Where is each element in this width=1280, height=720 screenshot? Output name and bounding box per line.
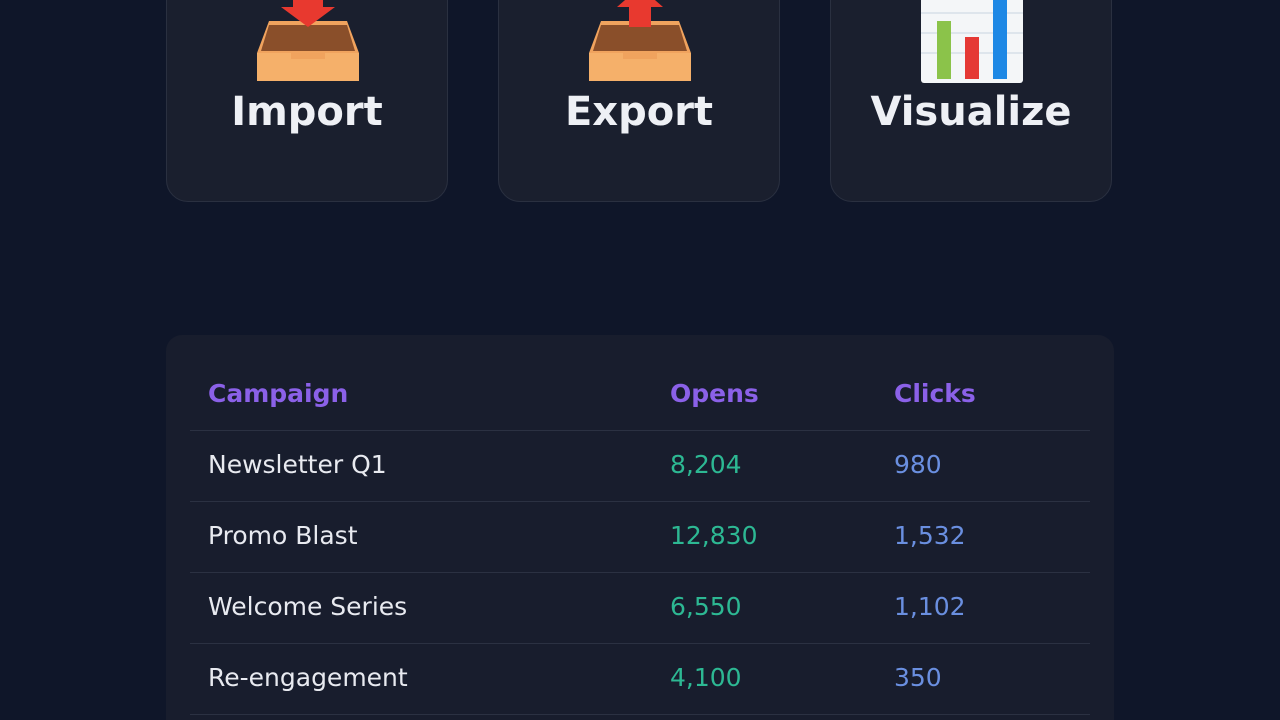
table-cell: Welcome Series [208,592,408,621]
action-label: Visualize [870,89,1072,135]
row-divider [190,500,1090,502]
table-cell: Re-engagement [208,663,408,692]
table-cell: Promo Blast [208,521,358,550]
action-label: Export [564,89,714,135]
visualize-card[interactable]: Visualize [830,0,1112,202]
table-cell: 350 [894,663,942,692]
table-cell: 980 [894,450,942,479]
column-header: Clicks [894,379,976,408]
table-cell: 4,100 [670,663,742,692]
table-cell: 1,532 [894,521,966,550]
table-cell: Newsletter Q1 [208,450,387,479]
row-divider [190,429,1090,431]
table-cell: 8,204 [670,450,742,479]
export-icon [589,0,691,81]
column-header: Campaign [208,379,349,408]
table-cell: 12,830 [670,521,758,550]
import-card[interactable]: Import [166,0,448,202]
visualize-icon [921,0,1023,83]
import-icon [257,0,359,81]
action-label: Import [231,89,383,135]
row-divider [190,571,1090,573]
table-cell: 6,550 [670,592,742,621]
row-divider [190,642,1090,644]
export-card[interactable]: Export [498,0,780,202]
row-divider [190,713,1090,715]
campaign-table: Campaign Opens Clicks Newsletter Q1 8,204 980… [166,335,1114,720]
table-cell: 1,102 [894,592,966,621]
column-header: Opens [670,379,759,408]
